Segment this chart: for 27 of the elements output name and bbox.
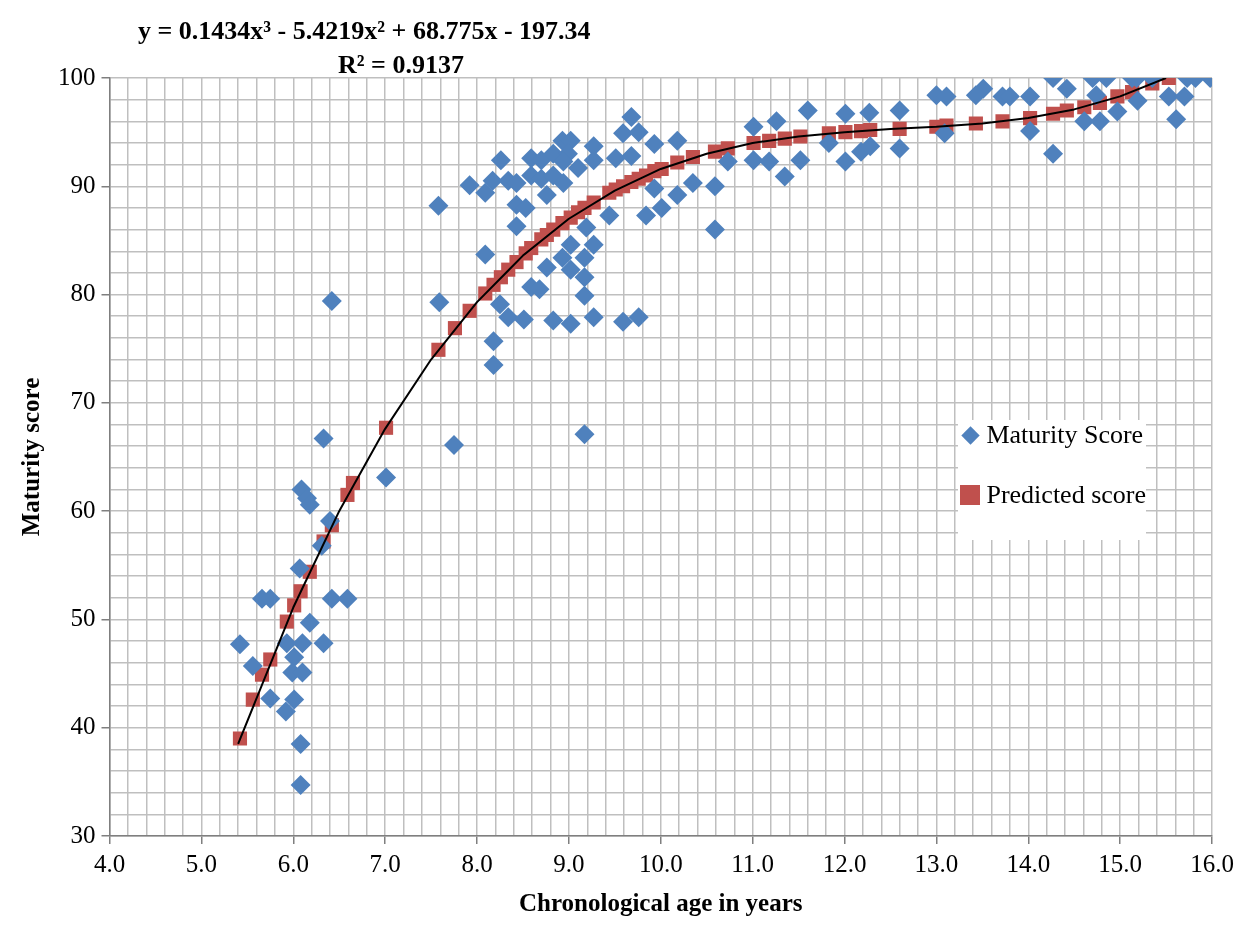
y-axis-title: Maturity score (17, 377, 45, 537)
x-tick-label: 12.0 (822, 849, 867, 877)
x-tick-label: 13.0 (914, 849, 959, 877)
y-tick-label: 60 (70, 495, 96, 523)
x-tick-label: 9.0 (553, 849, 585, 877)
x-tick-label: 10.0 (638, 849, 683, 877)
y-tick-label: 90 (70, 170, 96, 198)
x-tick-label: 15.0 (1098, 849, 1142, 877)
legend-label: Maturity Score (986, 420, 1144, 450)
text: y = 0.1434x³ - 5.4219x² + 68.775x - 197.34 (138, 16, 591, 46)
x-tick-label: 14.0 (1006, 849, 1051, 877)
y-tick-label: 50 (70, 603, 96, 631)
y-tick-label: 80 (70, 279, 96, 307)
x-tick-label: 8.0 (461, 849, 493, 877)
x-axis-title: Chronological age in years (518, 889, 803, 917)
x-tick-label: 7.0 (369, 849, 401, 877)
legend-label: Predicted score (986, 480, 1146, 510)
x-tick-label: 6.0 (277, 849, 309, 877)
y-tick-label: 100 (58, 62, 96, 90)
x-tick-label: 5.0 (185, 849, 217, 877)
x-tick-label: 16.0 (1190, 849, 1234, 877)
x-tick-label: 11.0 (731, 849, 775, 877)
annotation: R² = 0.9137 (338, 50, 464, 80)
y-tick-label: 40 (70, 712, 96, 740)
y-tick-label: 30 (70, 820, 96, 848)
x-tick-label: 4.0 (93, 849, 126, 877)
y-tick-label: 70 (70, 387, 96, 415)
